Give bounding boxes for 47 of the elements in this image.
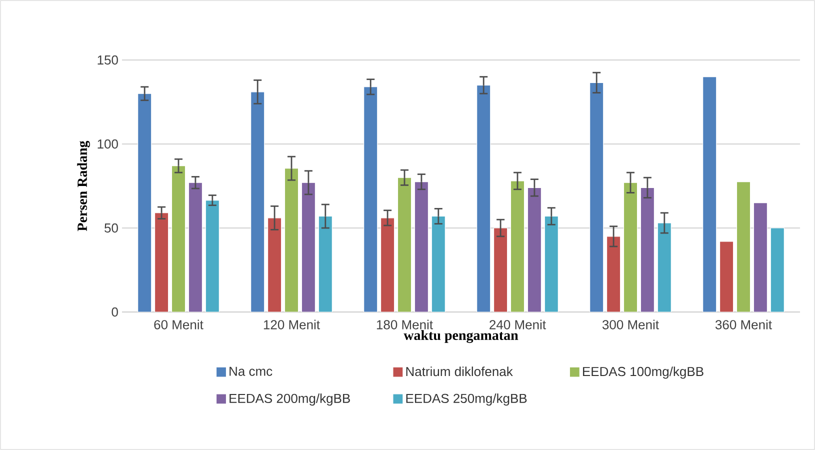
bar: [770, 228, 784, 312]
x-tick-label: 120 Menit: [264, 320, 320, 330]
bar: [431, 216, 446, 312]
x-tick-label: 180 Menit: [376, 320, 433, 330]
bar: [544, 216, 558, 312]
bar: [397, 177, 412, 312]
bar: [171, 166, 186, 312]
legend-label: EEDAS 250mg/kgBB: [406, 393, 527, 406]
bar: [188, 182, 203, 312]
legend-label: EEDAS 100mg/kgBB: [583, 366, 704, 379]
bar: [510, 180, 525, 312]
x-tick-label: 240 Menit: [490, 320, 546, 330]
bar: [476, 84, 491, 312]
x-axis-title: waktu pengamatan: [404, 330, 518, 343]
bar: [702, 76, 717, 312]
bar: [380, 218, 395, 312]
bar: [205, 200, 220, 312]
y-tick-label: 150: [98, 55, 118, 65]
bar: [719, 241, 734, 312]
bar: [493, 228, 508, 312]
bar: [154, 212, 169, 312]
bar: [138, 94, 152, 312]
bar: [657, 222, 672, 312]
x-tick-label: 60 Menit: [154, 320, 204, 330]
y-axis-title: Persen Radang: [77, 140, 90, 232]
legend-label: Natrium diklofenak: [406, 366, 513, 376]
x-tick-label: 360 Menit: [715, 320, 772, 330]
bar: [284, 168, 299, 312]
bar: [250, 92, 265, 312]
legend-label: Na cmc: [230, 366, 272, 376]
bar: [414, 181, 429, 312]
bar: [623, 182, 638, 312]
legend-label: EEDAS 200mg/kgBB: [230, 393, 350, 406]
x-tick-label: 300 Menit: [602, 320, 659, 330]
bar: [590, 82, 604, 312]
bar: [364, 86, 378, 312]
y-tick-label: 50: [104, 223, 118, 233]
bar: [606, 236, 621, 312]
bar: [318, 216, 332, 312]
y-tick-label: 0: [112, 307, 118, 317]
bar: [267, 218, 282, 312]
bar: [753, 202, 768, 312]
bar: [640, 187, 655, 312]
bar: [527, 187, 542, 312]
bar: [736, 181, 751, 312]
bar: [301, 182, 316, 312]
y-tick-label: 100: [98, 139, 118, 149]
